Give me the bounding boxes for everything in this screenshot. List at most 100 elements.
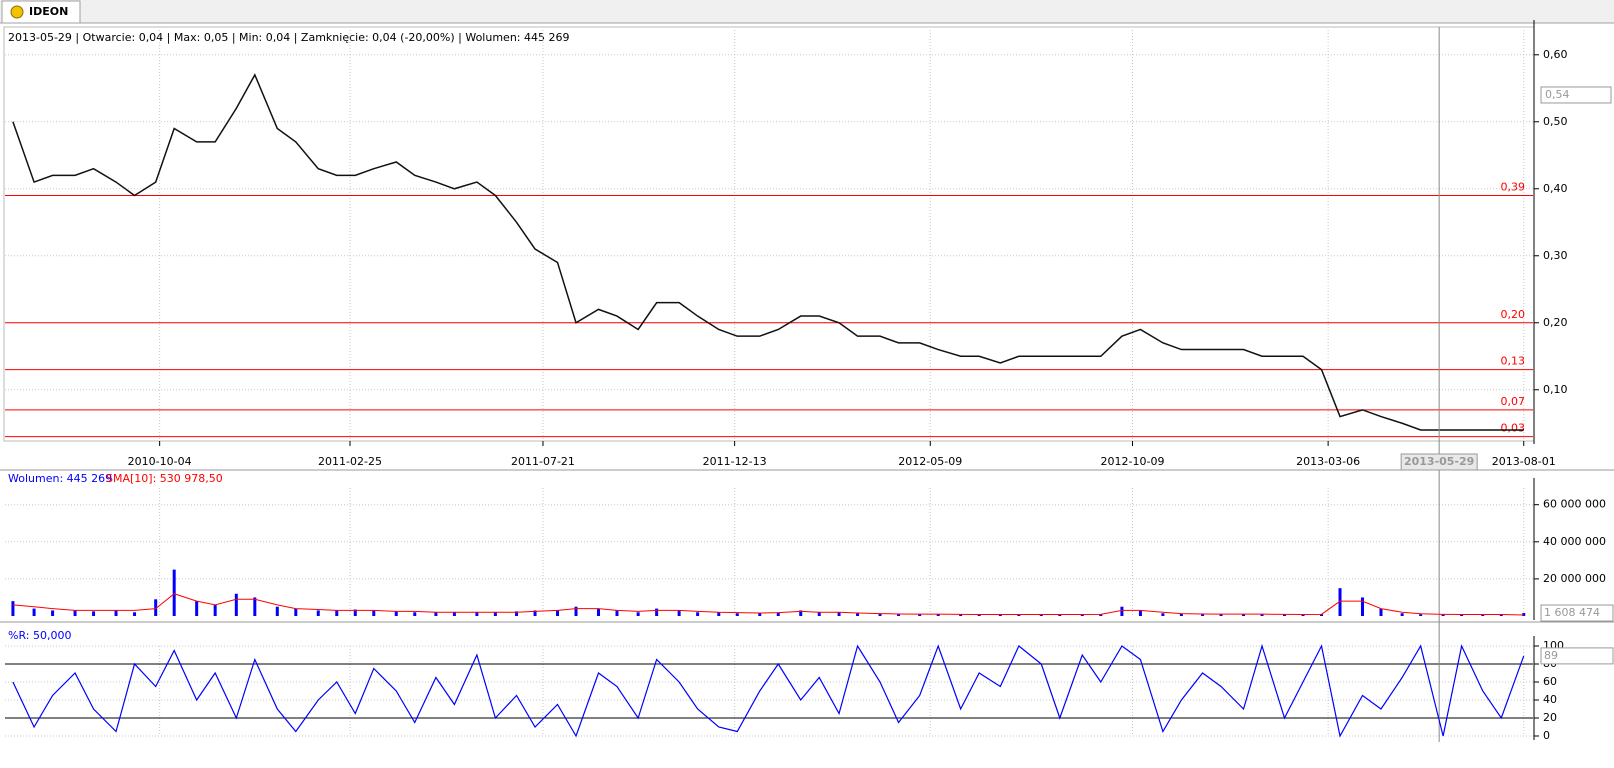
- price-header: 2013-05-29 | Otwarcie: 0,04 | Max: 0,05 …: [8, 31, 569, 44]
- volume-bar: [615, 610, 619, 616]
- x-tick-label: 2011-02-25: [318, 455, 382, 468]
- volume-bar: [1120, 606, 1124, 616]
- volume-bar: [413, 612, 417, 616]
- y-tick-label: 0,60: [1543, 48, 1568, 61]
- volume-bar: [213, 604, 217, 616]
- volume-bar: [1360, 597, 1364, 616]
- volume-bar: [856, 613, 860, 616]
- volume-bar: [1338, 588, 1342, 616]
- cursor-date-box: [1400, 453, 1478, 471]
- volume-bar: [918, 614, 922, 616]
- volume-bar: [533, 610, 537, 616]
- volume-bar: [452, 612, 456, 616]
- volume-bar: [1138, 610, 1142, 616]
- volume-bar: [1017, 614, 1021, 616]
- y-tick-label: 60 000 000: [1543, 498, 1606, 511]
- y-tick-label: 0: [1543, 729, 1550, 742]
- tab-icon: [10, 5, 24, 19]
- legend-entry: SMA[10]: 530 978,50: [106, 472, 223, 485]
- volume-bar: [1260, 614, 1264, 616]
- volume-bar: [92, 611, 96, 616]
- volume-bar: [1379, 608, 1383, 616]
- volume-bar: [73, 610, 77, 616]
- x-tick-label: 2011-12-13: [703, 455, 767, 468]
- volume-bar: [51, 610, 55, 616]
- volume-bar: [677, 610, 681, 616]
- volume-bar: [493, 612, 497, 616]
- volume-bar: [878, 613, 882, 616]
- legend-entry: Wolumen: 445 269: [8, 472, 112, 485]
- x-tick-label: 2013-03-06: [1296, 455, 1360, 468]
- volume-bar: [735, 613, 739, 616]
- volume-bar: [335, 610, 339, 616]
- volume-bar: [959, 614, 963, 616]
- volume-bar: [1039, 614, 1043, 616]
- volume-bar: [1080, 614, 1084, 616]
- volume-bar: [977, 614, 981, 616]
- volume-bar: [372, 610, 376, 616]
- volume-bar: [353, 609, 357, 616]
- x-tick-label: 2013-08-01: [1492, 455, 1556, 468]
- y-tick-label: 0,50: [1543, 115, 1568, 128]
- y-tick-label: 0,40: [1543, 182, 1568, 195]
- volume-bar: [1419, 614, 1423, 616]
- y-tick-label: 0,20: [1543, 316, 1568, 329]
- volume-bar: [133, 612, 137, 616]
- y-tick-label: 40: [1543, 693, 1557, 706]
- volume-bar: [475, 612, 479, 616]
- y-tick-label: 0,10: [1543, 383, 1568, 396]
- volume-bar: [1481, 614, 1485, 616]
- last-r-box: [1540, 647, 1614, 665]
- x-tick-label: 2012-10-09: [1101, 455, 1165, 468]
- volume-bar: [636, 612, 640, 616]
- x-tick-label: 2011-07-21: [511, 455, 575, 468]
- volume-bar: [1179, 613, 1183, 616]
- volume-bar: [1320, 614, 1324, 616]
- volume-bar: [172, 569, 176, 616]
- volume-bar: [316, 610, 320, 616]
- volume-bar: [1058, 614, 1062, 616]
- volume-bar: [799, 610, 803, 616]
- r-line: [12, 643, 1525, 738]
- volume-bar: [717, 612, 721, 616]
- price-line: [12, 73, 1524, 431]
- volume-bar: [1400, 613, 1404, 616]
- volume-bar: [596, 608, 600, 616]
- volume-bar: [1201, 614, 1205, 616]
- volume-bar: [897, 614, 901, 616]
- volume-bar: [1499, 614, 1503, 616]
- volume-bar: [817, 612, 821, 616]
- volume-bar: [114, 610, 118, 616]
- volume-bar: [32, 608, 36, 616]
- volume-bar: [1441, 614, 1445, 616]
- volume-bar: [998, 614, 1002, 616]
- volume-bar: [294, 608, 298, 616]
- volume-bar: [574, 606, 578, 616]
- volume-bar: [154, 599, 158, 616]
- volume-bar: [1099, 614, 1103, 616]
- level-label: 0,20: [1501, 308, 1526, 321]
- cursor-price-box: [1540, 86, 1612, 104]
- tab[interactable]: [1, 0, 81, 24]
- y-tick-label: 0,30: [1543, 249, 1568, 262]
- volume-bar: [515, 611, 519, 616]
- level-label: 0,13: [1501, 355, 1526, 368]
- volume-bar: [1219, 614, 1223, 616]
- volume-bar: [1522, 613, 1526, 616]
- volume-bar: [11, 601, 15, 616]
- tab-title[interactable]: IDEON: [29, 5, 68, 18]
- y-tick-label: 40 000 000: [1543, 535, 1606, 548]
- volume-bar: [556, 610, 560, 616]
- volume-bar: [394, 611, 398, 616]
- level-label: 0,03: [1501, 422, 1526, 435]
- y-tick-label: 60: [1543, 675, 1557, 688]
- volume-bar: [1161, 613, 1165, 616]
- volume-bar: [776, 612, 780, 616]
- y-tick-label: 20 000 000: [1543, 572, 1606, 585]
- x-tick-label: 2010-10-04: [128, 455, 192, 468]
- last-volume: 1 608 474: [1544, 606, 1600, 619]
- x-tick-label: 2012-05-09: [898, 455, 962, 468]
- volume-bar: [696, 612, 700, 616]
